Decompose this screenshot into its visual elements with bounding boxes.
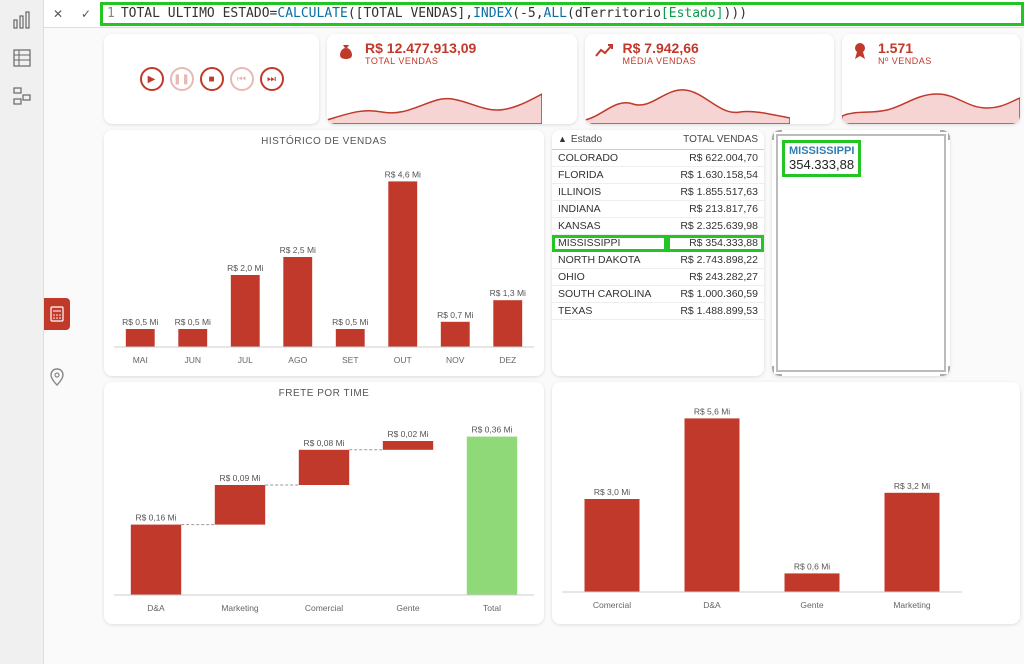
svg-text:R$ 0,08 Mi: R$ 0,08 Mi <box>303 438 344 448</box>
estado-table[interactable]: ▲Estado TOTAL VENDAS COLORADOR$ 622.004,… <box>552 130 764 376</box>
svg-text:R$ 2,5 Mi: R$ 2,5 Mi <box>280 245 316 255</box>
player-card: ▶ ❚❚ ■ ⏮ ⏭ <box>104 34 319 124</box>
svg-text:Marketing: Marketing <box>221 603 259 613</box>
table-row[interactable]: COLORADOR$ 622.004,70 <box>552 150 764 167</box>
kpi-media-vendas[interactable]: R$ 7.942,66 MÉDIA VENDAS <box>585 34 835 124</box>
table-row[interactable]: TEXASR$ 1.488.899,53 <box>552 303 764 320</box>
report-view-icon[interactable] <box>12 10 32 30</box>
cancel-formula-button[interactable]: ✕ <box>44 0 72 28</box>
line-number: 1 <box>107 6 115 21</box>
next-button[interactable]: ⏭ <box>260 67 284 91</box>
svg-text:DEZ: DEZ <box>499 355 516 365</box>
stop-button[interactable]: ■ <box>200 67 224 91</box>
svg-text:R$ 2,0 Mi: R$ 2,0 Mi <box>227 263 263 273</box>
table-header-total[interactable]: TOTAL VENDAS <box>667 130 764 150</box>
sparkline <box>842 80 1020 124</box>
svg-text:Total: Total <box>483 603 501 613</box>
trend-icon <box>595 42 613 60</box>
svg-text:R$ 0,5 Mi: R$ 0,5 Mi <box>332 317 368 327</box>
svg-text:SET: SET <box>342 355 359 365</box>
page-tab-calculator[interactable] <box>44 298 70 330</box>
svg-text:R$ 0,5 Mi: R$ 0,5 Mi <box>175 317 211 327</box>
svg-text:D&A: D&A <box>147 603 165 613</box>
svg-text:R$ 0,6 Mi: R$ 0,6 Mi <box>794 561 830 571</box>
ribbon-icon <box>852 42 868 60</box>
svg-text:R$ 0,7 Mi: R$ 0,7 Mi <box>437 310 473 320</box>
svg-text:R$ 1,3 Mi: R$ 1,3 Mi <box>490 288 526 298</box>
svg-text:Gente: Gente <box>396 603 419 613</box>
table-row[interactable]: KANSASR$ 2.325.639,98 <box>552 218 764 235</box>
svg-text:JUL: JUL <box>238 355 253 365</box>
historico-vendas-chart[interactable]: HISTÓRICO DE VENDAS R$ 0,5 MiMAIR$ 0,5 M… <box>104 130 544 376</box>
sparkline <box>327 80 542 124</box>
table-row[interactable]: FLORIDAR$ 1.630.158,54 <box>552 167 764 184</box>
data-view-icon[interactable] <box>12 48 32 68</box>
svg-text:R$ 0,36 Mi: R$ 0,36 Mi <box>471 425 512 435</box>
kpi-value: R$ 7.942,66 <box>623 40 699 56</box>
waterfall-chart: R$ 0,16 Mi D&A R$ 0,09 Mi Marketing R$ 0,08 … <box>114 401 534 617</box>
bar-chart: R$ 3,0 Mi Comercial R$ 5,6 Mi D&A R$ 0,6 Mi G… <box>562 388 962 614</box>
frete-por-time-chart[interactable]: FRETE POR TIME R$ 0,16 Mi D&A R$ 0,09 Mi Ma… <box>104 382 544 624</box>
svg-text:R$ 3,0 Mi: R$ 3,0 Mi <box>594 487 630 497</box>
svg-text:R$ 4,6 Mi: R$ 4,6 Mi <box>385 169 421 179</box>
pause-button[interactable]: ❚❚ <box>170 67 194 91</box>
table-row[interactable]: ILLINOISR$ 1.855.517,63 <box>552 184 764 201</box>
svg-text:R$ 0,16 Mi: R$ 0,16 Mi <box>135 513 176 523</box>
svg-text:R$ 0,02 Mi: R$ 0,02 Mi <box>387 429 428 439</box>
chart-title: FRETE POR TIME <box>114 388 534 399</box>
measure-name: TOTAL ULTIMO ESTADO <box>121 6 270 21</box>
svg-text:R$ 0,09 Mi: R$ 0,09 Mi <box>219 473 260 483</box>
report-canvas: ▶ ❚❚ ■ ⏮ ⏭ R$ 12.477.913,09 TOTAL VENDAS <box>44 28 1024 664</box>
view-rail <box>0 0 44 664</box>
table-row[interactable]: INDIANAR$ 213.817,76 <box>552 201 764 218</box>
money-bag-icon <box>337 42 355 60</box>
table-row[interactable]: SOUTH CAROLINAR$ 1.000.360,59 <box>552 286 764 303</box>
map-pin-icon[interactable] <box>50 368 64 386</box>
svg-text:R$ 0,5 Mi: R$ 0,5 Mi <box>122 317 158 327</box>
table-row[interactable]: MISSISSIPPIR$ 354.333,88 <box>552 235 764 252</box>
bar-chart: R$ 0,5 Mi MAI R$ 0,5 Mi JUN R$ 2,0 Mi JUL R$ 2… <box>114 149 534 369</box>
prev-button[interactable]: ⏮ <box>230 67 254 91</box>
svg-text:NOV: NOV <box>446 355 465 365</box>
svg-text:OUT: OUT <box>394 355 412 365</box>
table-header-estado[interactable]: ▲Estado <box>552 130 667 150</box>
result-state: MISSISSIPPI <box>789 145 854 157</box>
result-card-visual[interactable]: ⋯ MISSISSIPPI 354.333,88 <box>772 130 950 376</box>
svg-text:R$ 5,6 Mi: R$ 5,6 Mi <box>694 406 730 416</box>
kpi-label: Nº VENDAS <box>878 56 932 66</box>
kpi-value: 1.571 <box>878 40 932 56</box>
svg-text:Gente: Gente <box>800 600 823 610</box>
model-view-icon[interactable] <box>12 86 32 106</box>
svg-text:D&A: D&A <box>703 600 721 610</box>
svg-text:JUN: JUN <box>184 355 201 365</box>
kpi-value: R$ 12.477.913,09 <box>365 40 476 56</box>
kpi-total-vendas[interactable]: R$ 12.477.913,09 TOTAL VENDAS <box>327 34 577 124</box>
kpi-label: MÉDIA VENDAS <box>623 56 699 66</box>
svg-text:MAI: MAI <box>133 355 148 365</box>
formula-input[interactable]: 1 TOTAL ULTIMO ESTADO = CALCULATE( [TOTA… <box>100 2 1024 26</box>
kpi-n-vendas[interactable]: 1.571 Nº VENDAS <box>842 34 1020 124</box>
sparkline <box>585 80 790 124</box>
svg-text:Comercial: Comercial <box>305 603 343 613</box>
play-button[interactable]: ▶ <box>140 67 164 91</box>
commit-formula-button[interactable]: ✓ <box>72 0 100 28</box>
svg-text:R$ 3,2 Mi: R$ 3,2 Mi <box>894 481 930 491</box>
result-value: 354.333,88 <box>789 157 854 172</box>
svg-text:Comercial: Comercial <box>593 600 631 610</box>
chart-title: HISTÓRICO DE VENDAS <box>114 136 534 147</box>
team-bar-chart[interactable]: R$ 3,0 Mi Comercial R$ 5,6 Mi D&A R$ 0,6 Mi G… <box>552 382 1020 624</box>
table-row[interactable]: NORTH DAKOTAR$ 2.743.898,22 <box>552 252 764 269</box>
svg-text:Marketing: Marketing <box>893 600 931 610</box>
svg-text:AGO: AGO <box>288 355 307 365</box>
formula-bar: ✕ ✓ 1 TOTAL ULTIMO ESTADO = CALCULATE( [… <box>44 0 1024 28</box>
table-row[interactable]: OHIOR$ 243.282,27 <box>552 269 764 286</box>
kpi-label: TOTAL VENDAS <box>365 56 476 66</box>
